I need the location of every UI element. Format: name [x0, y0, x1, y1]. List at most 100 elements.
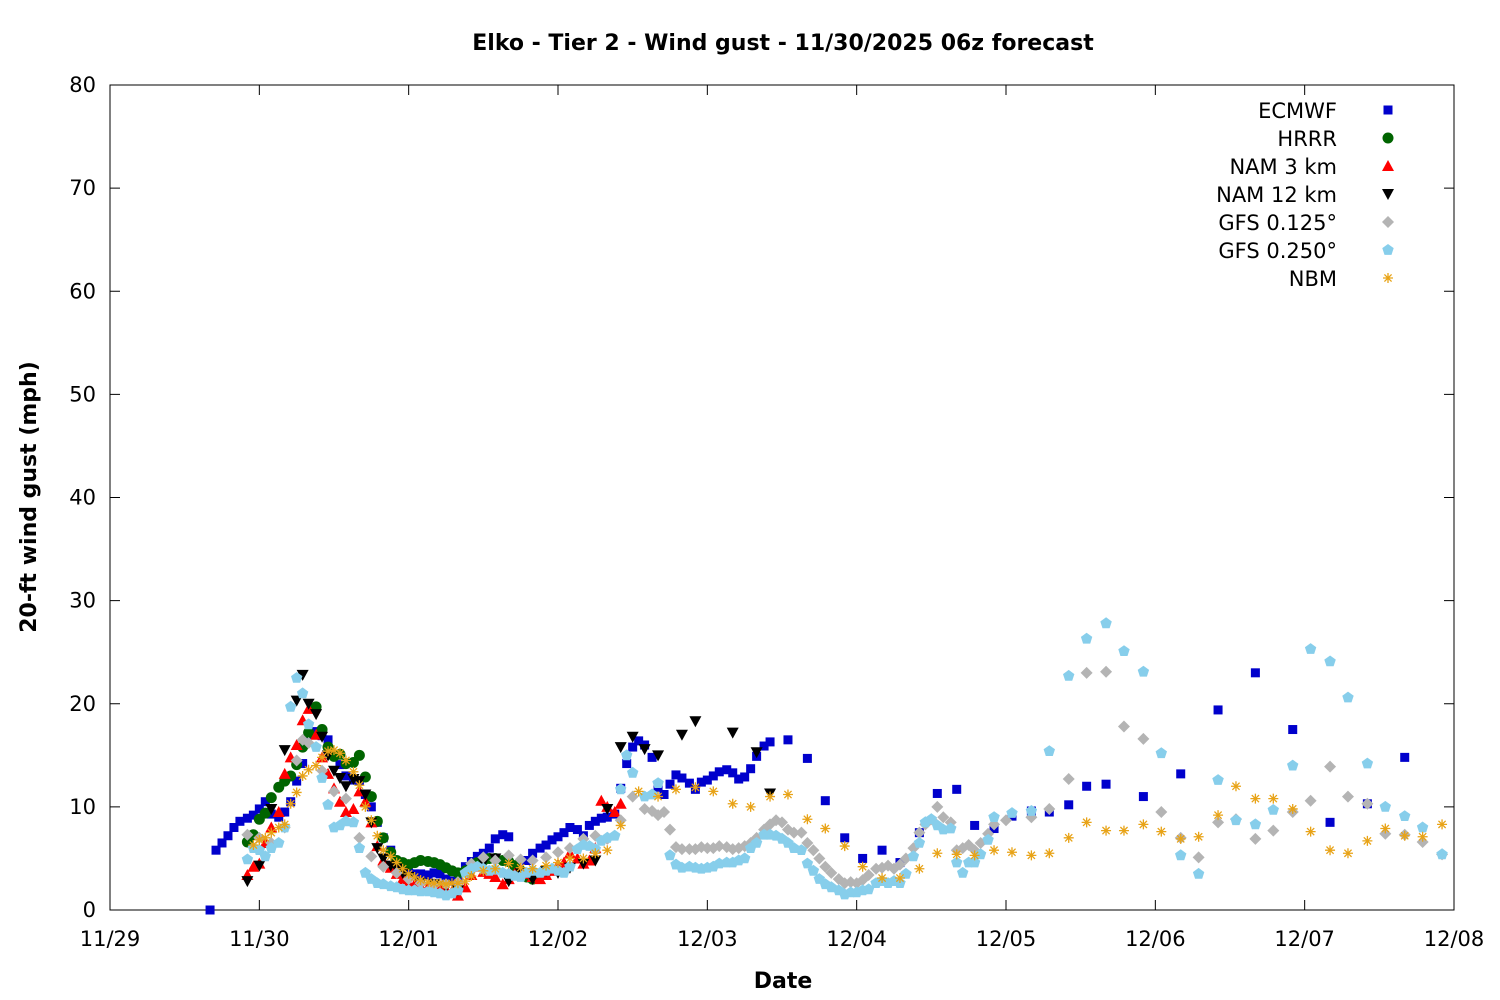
data-point — [1081, 817, 1092, 828]
data-point — [877, 873, 888, 884]
data-point — [1080, 666, 1093, 679]
data-point — [385, 851, 396, 862]
data-point — [614, 742, 627, 754]
data-point — [265, 792, 277, 804]
legend-marker — [1382, 160, 1394, 171]
data-point — [347, 816, 360, 828]
data-point — [205, 905, 215, 915]
data-point — [839, 841, 850, 852]
data-point — [1044, 848, 1055, 859]
data-point — [265, 842, 277, 853]
data-point — [1064, 800, 1074, 810]
data-point — [913, 826, 926, 839]
data-point — [1305, 826, 1316, 837]
data-point — [690, 782, 701, 793]
x-axis-label: Date — [754, 969, 813, 994]
data-point — [652, 750, 665, 762]
data-point — [750, 837, 763, 848]
data-point — [1399, 830, 1410, 841]
data-point — [628, 742, 638, 752]
data-point — [988, 811, 1000, 822]
data-point — [913, 837, 926, 848]
data-point — [945, 822, 957, 834]
data-point — [329, 745, 339, 756]
data-point — [1436, 848, 1448, 860]
data-point — [1287, 759, 1299, 771]
data-point — [535, 843, 545, 853]
data-point — [260, 832, 271, 843]
data-point — [614, 797, 627, 809]
legend-marker — [1383, 273, 1393, 283]
data-point — [371, 843, 384, 855]
data-point — [621, 749, 633, 761]
data-point — [423, 870, 433, 880]
data-point — [862, 883, 875, 895]
data-point — [1080, 632, 1093, 644]
data-point — [339, 806, 352, 818]
data-point — [659, 790, 669, 799]
data-point — [1399, 810, 1411, 821]
data-point — [1137, 665, 1150, 677]
data-point — [1249, 832, 1262, 845]
data-point — [1212, 816, 1225, 829]
data-point — [360, 801, 371, 812]
data-point — [414, 885, 427, 897]
data-point — [931, 800, 944, 813]
data-point — [489, 871, 502, 882]
data-point — [1175, 849, 1187, 861]
data-point — [862, 868, 875, 881]
data-point — [677, 773, 687, 783]
data-point — [1437, 819, 1448, 830]
data-point — [740, 772, 750, 782]
plot-border — [109, 84, 1455, 911]
x-tick-label: 12/01 — [378, 927, 439, 951]
data-point — [951, 856, 963, 868]
data-point — [893, 858, 906, 871]
data-point — [260, 797, 270, 807]
data-point — [622, 759, 632, 769]
data-point — [675, 843, 688, 856]
data-point — [658, 806, 671, 819]
data-point — [498, 830, 508, 840]
data-point — [247, 860, 260, 872]
x-axis: 11/29 11/30 12/01 12/02 12/03 12/04 12/05 12/06… — [80, 85, 1484, 951]
data-point — [795, 826, 808, 839]
data-point — [541, 840, 551, 850]
data-point — [670, 784, 681, 795]
data-point — [303, 727, 315, 739]
data-point — [708, 771, 718, 781]
legend-label: NBM — [1289, 267, 1337, 291]
data-point — [1324, 760, 1337, 773]
data-point — [372, 830, 383, 841]
data-point — [590, 848, 601, 859]
data-point — [302, 718, 315, 730]
data-point — [1063, 832, 1074, 843]
data-point — [802, 753, 812, 763]
data-point — [285, 700, 297, 712]
data-point — [1006, 807, 1018, 818]
data-point — [466, 870, 477, 881]
data-point — [298, 759, 308, 769]
data-point — [259, 807, 271, 819]
data-point — [253, 860, 266, 872]
data-point — [291, 787, 302, 798]
data-point — [446, 878, 457, 889]
data-point — [472, 851, 482, 861]
data-point — [989, 845, 1000, 856]
data-point — [335, 760, 345, 770]
data-point — [489, 854, 502, 867]
data-point — [365, 850, 378, 863]
data-point — [1213, 705, 1223, 715]
data-point — [1175, 833, 1186, 844]
data-point — [527, 863, 538, 874]
data-point — [665, 779, 675, 789]
data-point — [564, 860, 576, 872]
data-point — [1304, 643, 1317, 654]
data-point — [377, 860, 390, 873]
data-point — [765, 791, 776, 802]
data-point — [397, 863, 408, 874]
data-point — [1325, 817, 1335, 827]
data-point — [1325, 845, 1336, 856]
data-point — [541, 860, 552, 871]
x-tick-label: 12/04 — [826, 927, 887, 951]
